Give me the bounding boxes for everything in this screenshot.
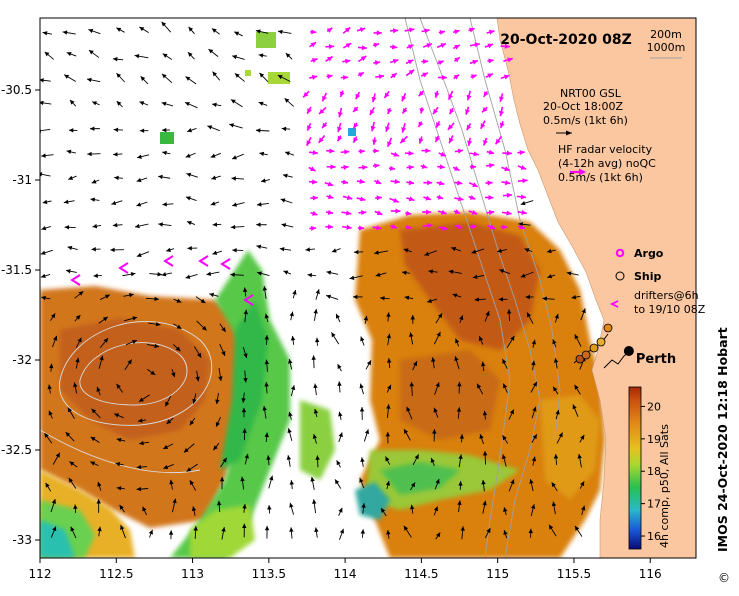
x-tick-label: 112 — [29, 567, 52, 581]
x-tick-label: 113 — [181, 567, 204, 581]
y-tick-label: -32 — [12, 353, 32, 367]
depth-label-200m: 200m — [650, 28, 682, 41]
drifter-label-line1: drifters@6h — [634, 289, 699, 302]
x-tick-label: 112.5 — [99, 567, 133, 581]
x-tick-label: 114.5 — [404, 567, 438, 581]
y-tick-label: -31 — [12, 173, 32, 187]
x-axis: 112 112.5 113 113.5 114 114.5 115 115.5 116 — [29, 558, 662, 581]
y-tick-label: -32.5 — [1, 443, 32, 457]
map-title: 20-Oct-2020 08Z — [500, 32, 631, 48]
model-label: NRT00 GSL — [560, 87, 622, 100]
radar-label-line1: HF radar velocity — [558, 143, 653, 156]
colorbar-gradient — [629, 387, 641, 549]
y-axis: -30.5 -31 -31.5 -32 -32.5 -33 — [1, 83, 40, 547]
side-credit: IMOS 24-Oct-2020 12:18 Hobart — [715, 327, 730, 552]
y-tick-label: -31.5 — [1, 263, 32, 277]
y-tick-label: -30.5 — [1, 83, 32, 97]
argo-label: Argo — [634, 247, 664, 260]
depth-label-1000m: 1000m — [647, 41, 686, 54]
model-scale: 0.5m/s (1kt 6h) — [543, 114, 628, 127]
drifter-label-line2: to 19/10 08Z — [634, 303, 706, 316]
ship-label: Ship — [634, 270, 662, 283]
radar-label-line2: (4-12h avg) noQC — [558, 157, 656, 170]
x-tick-label: 115 — [486, 567, 509, 581]
y-tick-label: -33 — [12, 533, 32, 547]
colorbar-label: 4h comp, p50, All Sats — [658, 424, 671, 548]
x-tick-label: 115.5 — [557, 567, 591, 581]
x-tick-label: 114 — [334, 567, 357, 581]
city-label-perth: Perth — [636, 352, 676, 367]
copyright-symbol: © — [718, 571, 730, 585]
x-tick-label: 116 — [639, 567, 662, 581]
colorbar-tick-label: 20 — [647, 400, 661, 413]
x-tick-label: 113.5 — [252, 567, 286, 581]
model-time: 20-Oct 18:00Z — [543, 100, 623, 113]
